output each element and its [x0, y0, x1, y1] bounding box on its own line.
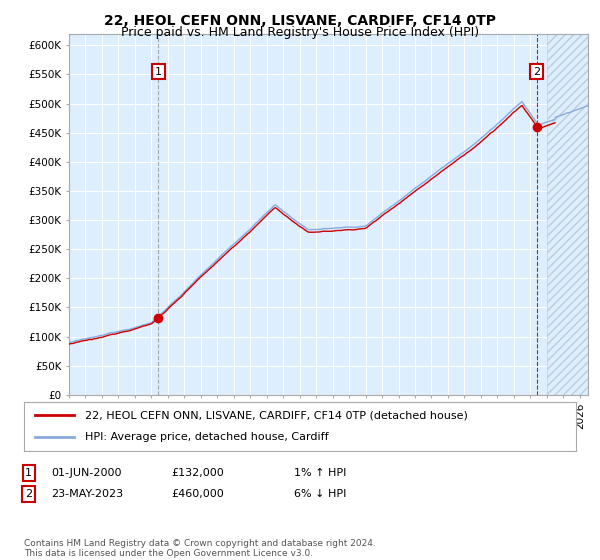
Text: 01-JUN-2000: 01-JUN-2000: [51, 468, 121, 478]
Text: 22, HEOL CEFN ONN, LISVANE, CARDIFF, CF14 0TP: 22, HEOL CEFN ONN, LISVANE, CARDIFF, CF1…: [104, 14, 496, 28]
Text: 1% ↑ HPI: 1% ↑ HPI: [294, 468, 346, 478]
Text: 1: 1: [155, 67, 162, 77]
Text: Price paid vs. HM Land Registry's House Price Index (HPI): Price paid vs. HM Land Registry's House …: [121, 26, 479, 39]
Text: 6% ↓ HPI: 6% ↓ HPI: [294, 489, 346, 499]
Text: 1: 1: [25, 468, 32, 478]
Text: £132,000: £132,000: [171, 468, 224, 478]
Text: 2: 2: [25, 489, 32, 499]
Text: £460,000: £460,000: [171, 489, 224, 499]
Text: HPI: Average price, detached house, Cardiff: HPI: Average price, detached house, Card…: [85, 432, 328, 442]
Text: 2: 2: [533, 67, 541, 77]
Text: 23-MAY-2023: 23-MAY-2023: [51, 489, 123, 499]
Text: Contains HM Land Registry data © Crown copyright and database right 2024.
This d: Contains HM Land Registry data © Crown c…: [24, 539, 376, 558]
Text: 22, HEOL CEFN ONN, LISVANE, CARDIFF, CF14 0TP (detached house): 22, HEOL CEFN ONN, LISVANE, CARDIFF, CF1…: [85, 410, 467, 421]
